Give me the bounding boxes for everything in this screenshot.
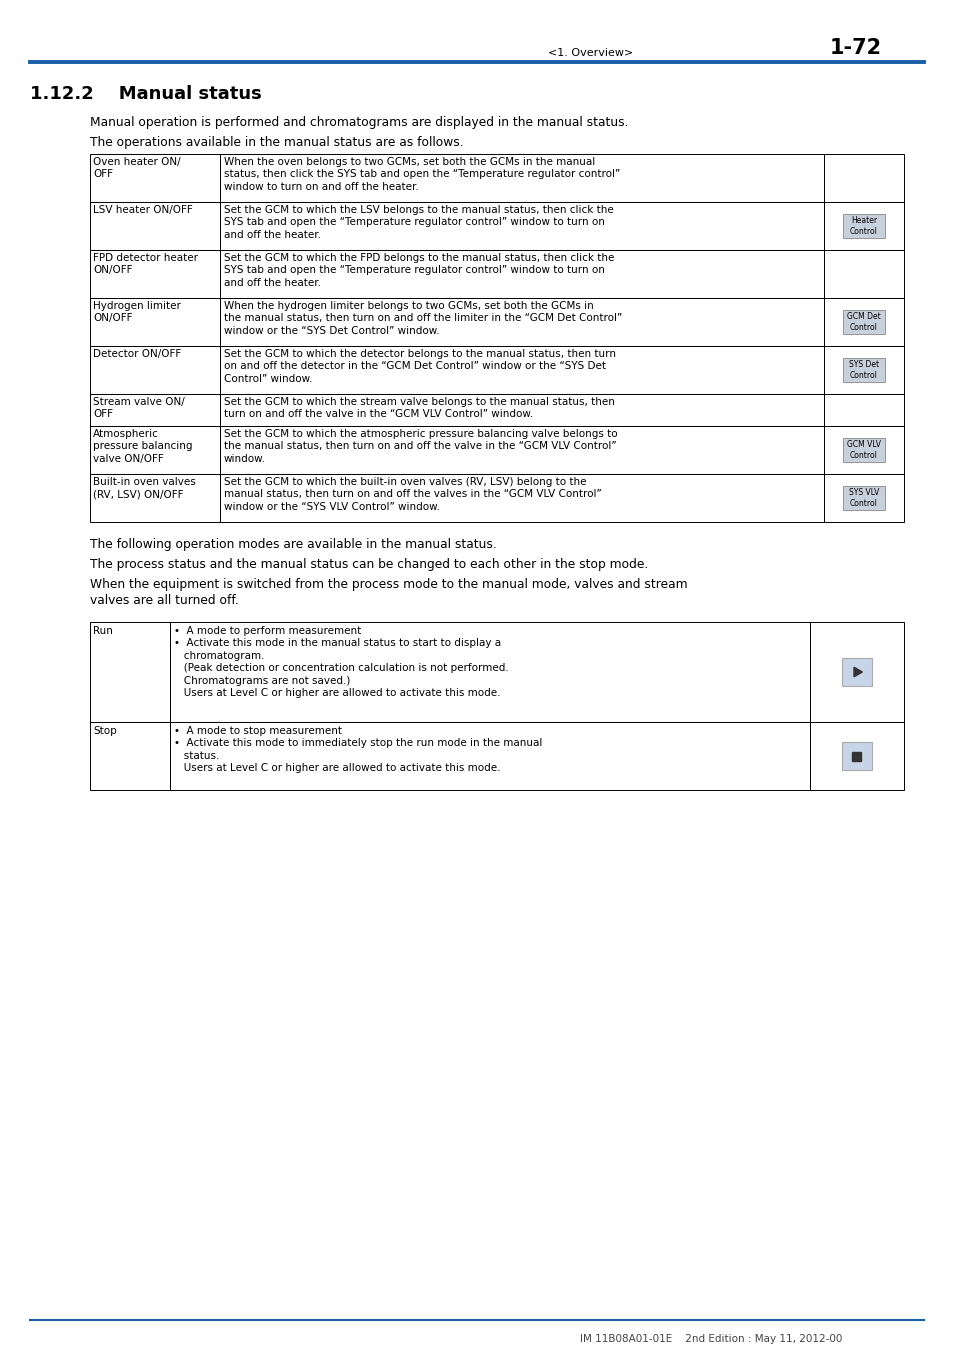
Text: <1. Overview>: <1. Overview> — [547, 49, 633, 58]
Text: When the oven belongs to two GCMs, set both the GCMs in the manual
status, then : When the oven belongs to two GCMs, set b… — [224, 157, 619, 192]
Bar — [823, 427, 903, 474]
Bar — [90, 722, 170, 790]
Text: FPD detector heater
ON/OFF: FPD detector heater ON/OFF — [92, 252, 198, 275]
Polygon shape — [853, 667, 862, 676]
Text: Detector ON/OFF: Detector ON/OFF — [92, 350, 181, 359]
Bar — [852, 752, 861, 760]
Bar — [809, 722, 903, 790]
Text: Stream valve ON/
OFF: Stream valve ON/ OFF — [92, 397, 185, 420]
Text: The process status and the manual status can be changed to each other in the sto: The process status and the manual status… — [90, 558, 648, 571]
Text: Atmospheric
pressure balancing
valve ON/OFF: Atmospheric pressure balancing valve ON/… — [92, 429, 193, 464]
Bar — [90, 250, 220, 298]
Bar — [220, 427, 823, 474]
Bar — [90, 346, 220, 394]
Text: GCM Det
Control: GCM Det Control — [846, 312, 880, 332]
Bar — [809, 622, 903, 722]
Bar — [823, 154, 903, 202]
Text: Heater
Control: Heater Control — [849, 216, 877, 236]
Text: Set the GCM to which the LSV belongs to the manual status, then click the
SYS ta: Set the GCM to which the LSV belongs to … — [224, 205, 613, 240]
Text: Hydrogen limiter
ON/OFF: Hydrogen limiter ON/OFF — [92, 301, 181, 324]
Bar — [220, 346, 823, 394]
Text: Stop: Stop — [92, 726, 116, 736]
Text: Built-in oven valves
(RV, LSV) ON/OFF: Built-in oven valves (RV, LSV) ON/OFF — [92, 477, 195, 500]
Bar — [823, 394, 903, 427]
Bar — [90, 622, 170, 722]
Bar — [823, 298, 903, 346]
Bar — [170, 622, 809, 722]
Bar — [90, 298, 220, 346]
Bar — [90, 154, 220, 202]
Bar — [841, 657, 871, 686]
Text: Set the GCM to which the FPD belongs to the manual status, then click the
SYS ta: Set the GCM to which the FPD belongs to … — [224, 252, 614, 288]
Bar — [842, 486, 884, 510]
Text: Manual operation is performed and chromatograms are displayed in the manual stat: Manual operation is performed and chroma… — [90, 116, 628, 130]
Bar — [90, 202, 220, 250]
Text: LSV heater ON/OFF: LSV heater ON/OFF — [92, 205, 193, 215]
Text: SYS VLV
Control: SYS VLV Control — [848, 487, 879, 508]
Text: 1-72: 1-72 — [829, 38, 882, 58]
Text: The following operation modes are available in the manual status.: The following operation modes are availa… — [90, 539, 497, 551]
Bar — [823, 474, 903, 522]
Bar — [842, 310, 884, 333]
Bar — [842, 215, 884, 238]
Text: Set the GCM to which the atmospheric pressure balancing valve belongs to
the man: Set the GCM to which the atmospheric pre… — [224, 429, 617, 464]
Bar — [220, 394, 823, 427]
Text: •  A mode to perform measurement
•  Activate this mode in the manual status to s: • A mode to perform measurement • Activa… — [173, 626, 508, 698]
Text: Oven heater ON/
OFF: Oven heater ON/ OFF — [92, 157, 180, 180]
Text: Set the GCM to which the built-in oven valves (RV, LSV) belong to the
manual sta: Set the GCM to which the built-in oven v… — [224, 477, 601, 512]
Bar — [220, 154, 823, 202]
Bar — [90, 427, 220, 474]
Bar — [842, 437, 884, 462]
Bar — [170, 722, 809, 790]
Bar — [841, 743, 871, 770]
Bar — [823, 250, 903, 298]
Text: Run: Run — [92, 626, 112, 636]
Text: Set the GCM to which the stream valve belongs to the manual status, then
turn on: Set the GCM to which the stream valve be… — [224, 397, 615, 420]
Bar — [90, 474, 220, 522]
Bar — [823, 346, 903, 394]
Text: When the equipment is switched from the process mode to the manual mode, valves : When the equipment is switched from the … — [90, 578, 687, 608]
Bar — [823, 202, 903, 250]
Text: When the hydrogen limiter belongs to two GCMs, set both the GCMs in
the manual s: When the hydrogen limiter belongs to two… — [224, 301, 621, 336]
Text: •  A mode to stop measurement
•  Activate this mode to immediately stop the run : • A mode to stop measurement • Activate … — [173, 726, 542, 774]
Bar — [90, 394, 220, 427]
Bar — [220, 202, 823, 250]
Text: 1.12.2    Manual status: 1.12.2 Manual status — [30, 85, 261, 103]
Text: The operations available in the manual status are as follows.: The operations available in the manual s… — [90, 136, 463, 148]
Bar — [842, 358, 884, 382]
Text: IM 11B08A01-01E    2nd Edition : May 11, 2012-00: IM 11B08A01-01E 2nd Edition : May 11, 20… — [579, 1334, 841, 1345]
Text: Set the GCM to which the detector belongs to the manual status, then turn
on and: Set the GCM to which the detector belong… — [224, 350, 616, 383]
Text: GCM VLV
Control: GCM VLV Control — [846, 440, 880, 460]
Bar — [220, 474, 823, 522]
Bar — [220, 250, 823, 298]
Bar — [220, 298, 823, 346]
Text: SYS Det
Control: SYS Det Control — [848, 360, 878, 381]
